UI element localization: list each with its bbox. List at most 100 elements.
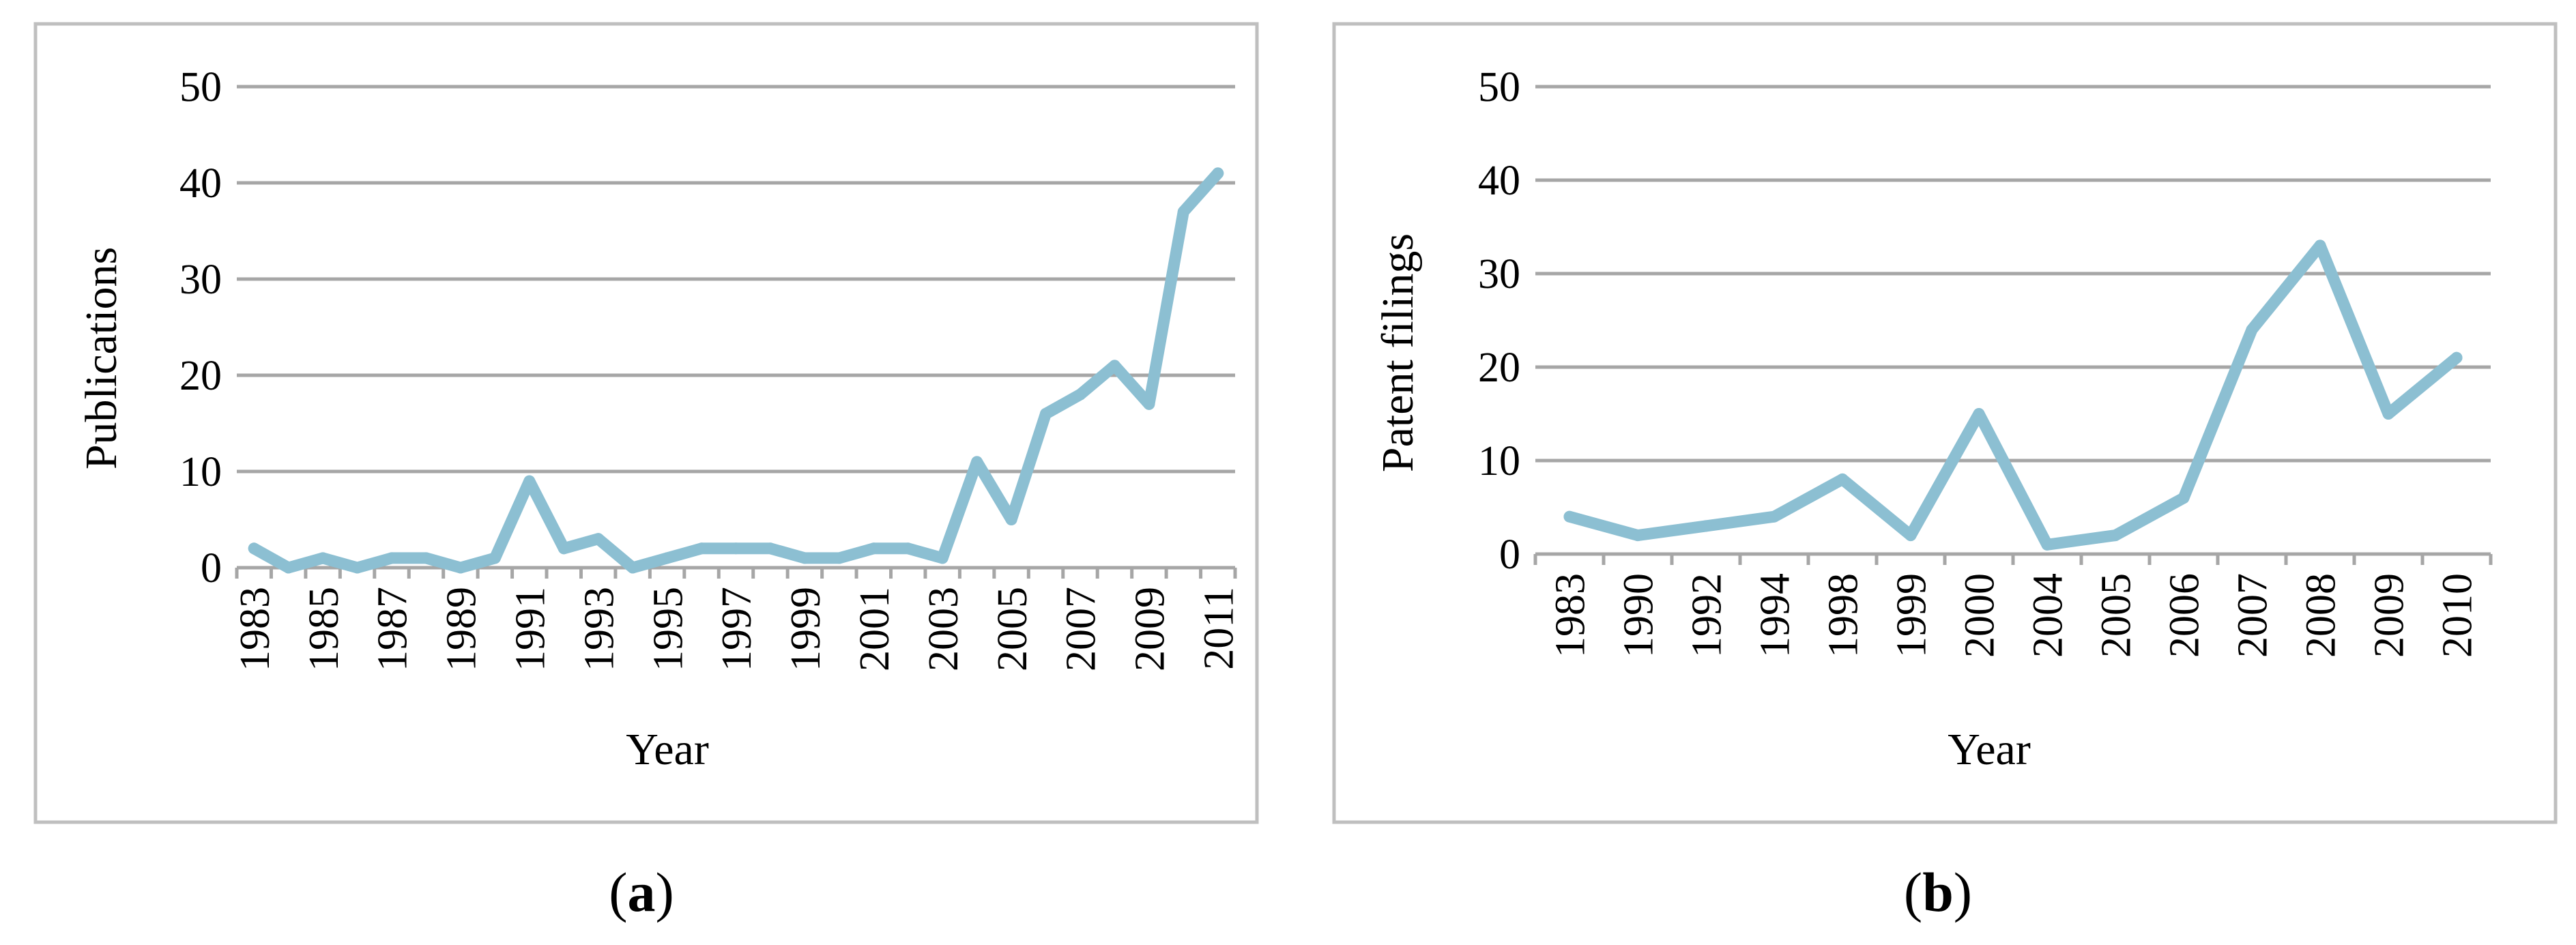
data-point-b-2005 <box>2109 529 2122 542</box>
data-point-a-2005 <box>1005 514 1017 525</box>
data-point-b-1994 <box>1768 510 1780 523</box>
x-tick-labels-b: 1983 1990 1992 1994 1998 1999 2000 2004 2005 2006… <box>1548 573 2481 658</box>
caption-close-a: ) <box>656 861 674 923</box>
x-tick-label-b-2008: 2008 <box>2298 573 2345 658</box>
x-tick-label-a-1985: 1985 <box>301 587 347 671</box>
x-tick-label-b-2000: 2000 <box>1957 573 2003 658</box>
data-point-a-2009 <box>1143 398 1155 410</box>
y-axis-a: 0 10 20 30 40 50 <box>179 64 222 592</box>
data-point-b-1983 <box>1563 510 1576 523</box>
data-point-b-1999 <box>1905 529 1917 542</box>
y-tick-label-b-30: 30 <box>1478 251 1520 297</box>
data-point-b-1998 <box>1836 473 1849 485</box>
caption-letter-a: a <box>628 861 656 923</box>
x-tick-label-a-1983: 1983 <box>232 587 278 671</box>
data-point-a-2008 <box>1108 360 1120 372</box>
y-tick-label-a-40: 40 <box>179 160 222 207</box>
y-tick-label-b-20: 20 <box>1478 345 1520 391</box>
data-point-b-2008 <box>2314 239 2326 252</box>
x-tick-label-a-1993: 1993 <box>576 587 622 671</box>
y-tick-label-b-10: 10 <box>1478 438 1520 484</box>
data-point-a-1994 <box>626 562 639 574</box>
series-line-b-0 <box>1563 239 2463 551</box>
data-point-a-2011 <box>1212 167 1224 179</box>
x-tick-label-a-2009: 2009 <box>1127 587 1174 671</box>
x-tick-label-b-2005: 2005 <box>2094 573 2140 658</box>
x-tick-labels-a: 1983 1985 1987 1989 1991 1993 1995 1997 1999 2001… <box>232 587 1243 671</box>
x-tick-label-a-2007: 2007 <box>1058 587 1105 671</box>
x-tick-label-a-1997: 1997 <box>714 587 760 671</box>
x-tick-label-b-2007: 2007 <box>2230 573 2276 658</box>
data-point-b-2007 <box>2246 323 2258 336</box>
data-point-a-2001 <box>867 542 880 555</box>
caption-close-b: ) <box>1954 861 1972 923</box>
data-point-a-2010 <box>1177 205 1189 218</box>
y-tick-label-b-0: 0 <box>1499 532 1520 578</box>
series-a <box>248 167 1224 574</box>
data-point-a-1995 <box>661 552 674 564</box>
x-tick-label-b-2006: 2006 <box>2162 573 2208 658</box>
x-tick-label-a-2003: 2003 <box>921 587 967 671</box>
y-tick-label-a-20: 20 <box>179 353 222 399</box>
data-point-a-1996 <box>695 542 708 555</box>
x-tick-label-b-1998: 1998 <box>1821 573 1867 658</box>
data-point-a-2004 <box>971 456 983 468</box>
data-point-a-1999 <box>798 552 811 564</box>
caption-open-b: ( <box>1904 861 1922 923</box>
x-tick-label-b-2010: 2010 <box>2435 573 2481 658</box>
data-point-a-1987 <box>386 552 398 564</box>
x-tick-label-b-1990: 1990 <box>1616 573 1662 658</box>
y-axis-b: 0 10 20 30 40 50 <box>1478 64 1520 578</box>
data-point-b-2009 <box>2382 408 2394 420</box>
chart-panel-a: 0 10 20 30 40 50 1983 1985 1987 1989 1991 1993 1995… <box>33 22 1259 923</box>
x-tick-label-b-1994: 1994 <box>1752 573 1799 658</box>
data-point-b-2006 <box>2177 492 2190 504</box>
series-b <box>1563 239 2463 551</box>
y-tick-label-a-30: 30 <box>179 257 222 303</box>
y-tick-label-b-40: 40 <box>1478 158 1520 204</box>
data-point-a-1986 <box>351 562 364 574</box>
data-point-a-1992 <box>558 542 570 555</box>
data-point-a-1991 <box>523 475 536 487</box>
data-point-b-2004 <box>2041 538 2053 551</box>
x-tick-label-a-1999: 1999 <box>783 587 829 671</box>
x-tick-label-a-2001: 2001 <box>852 587 898 671</box>
x-tick-label-b-1992: 1992 <box>1684 573 1731 658</box>
data-point-a-2003 <box>936 552 949 564</box>
data-point-a-1984 <box>283 562 295 574</box>
data-point-a-2000 <box>833 552 845 564</box>
y-axis-title-b: Patent filings <box>1373 233 1423 472</box>
data-point-b-2000 <box>1973 408 1985 420</box>
x-axis-b <box>1533 552 2493 565</box>
data-point-b-1992 <box>1700 520 1712 532</box>
panel-caption-b: (b) <box>1904 861 1972 923</box>
data-point-a-2007 <box>1074 388 1086 401</box>
y-tick-label-a-10: 10 <box>179 449 222 495</box>
x-axis-a <box>235 566 1237 579</box>
data-point-a-1998 <box>764 542 777 555</box>
x-tick-label-a-1989: 1989 <box>439 587 485 671</box>
data-point-a-1983 <box>248 542 260 555</box>
data-point-a-1993 <box>592 533 605 545</box>
x-tick-label-b-2009: 2009 <box>2367 573 2413 658</box>
x-tick-label-a-1995: 1995 <box>645 587 691 671</box>
data-point-b-1990 <box>1632 529 1644 542</box>
caption-open-a: ( <box>609 861 627 923</box>
panel-caption-a: (a) <box>609 861 674 923</box>
data-point-a-1988 <box>420 552 432 564</box>
x-tick-label-b-1999: 1999 <box>1889 573 1935 658</box>
gridlines-a <box>237 85 1235 474</box>
x-tick-label-b-1983: 1983 <box>1548 573 1594 658</box>
x-tick-label-a-2011: 2011 <box>1196 587 1242 670</box>
x-tick-label-a-1987: 1987 <box>370 587 416 671</box>
y-tick-label-a-0: 0 <box>201 545 222 592</box>
data-point-a-1997 <box>730 542 742 555</box>
y-tick-label-a-50: 50 <box>179 64 222 111</box>
y-tick-label-b-50: 50 <box>1478 64 1520 111</box>
y-axis-title-a: Publications <box>76 247 126 469</box>
data-point-b-2010 <box>2450 351 2463 364</box>
chart-frame-b <box>1332 22 2558 824</box>
x-tick-label-a-2005: 2005 <box>989 587 1036 671</box>
x-tick-label-b-2004: 2004 <box>2025 573 2072 658</box>
